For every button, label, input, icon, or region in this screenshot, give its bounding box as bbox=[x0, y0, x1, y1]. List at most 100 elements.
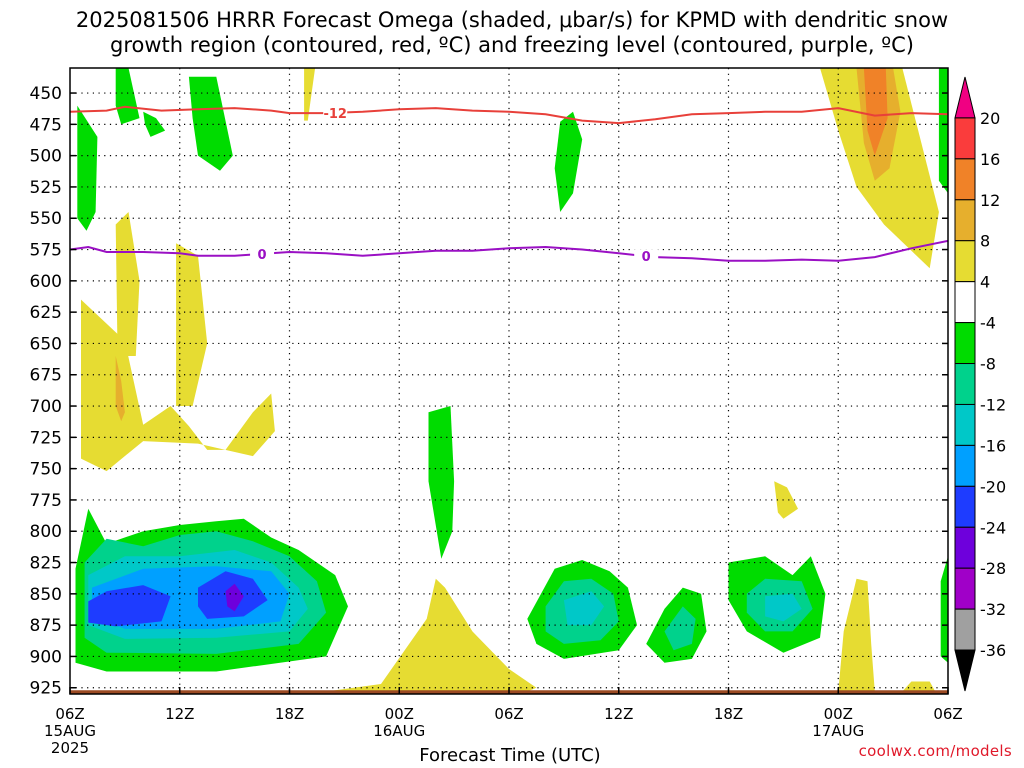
omega-region-22 bbox=[938, 68, 948, 194]
colorbar-label: -16 bbox=[980, 436, 1006, 455]
y-tick-label: 925 bbox=[30, 679, 62, 699]
colorbar-label: -20 bbox=[980, 477, 1006, 496]
colorbar-label: -4 bbox=[980, 314, 996, 333]
x-tick-sublabel: 17AUG bbox=[812, 722, 864, 740]
contour-label-bg bbox=[634, 249, 659, 264]
y-tick-label: 750 bbox=[30, 460, 62, 480]
y-tick-label: 875 bbox=[30, 616, 62, 636]
x-tick-label: 18Z bbox=[275, 705, 304, 723]
omega-region-0 bbox=[81, 299, 275, 472]
colorbar-cell bbox=[954, 117, 976, 160]
watermark-text: coolwx.com/models bbox=[858, 742, 1012, 760]
grid-layer bbox=[70, 68, 948, 694]
colorbar: -36 -32 -28 -24 -20 -16 -12 -8 -4 4 8 12 16 20 bbox=[954, 76, 1006, 692]
omega-region-29 bbox=[563, 591, 605, 626]
chart-title-line-2: growth region (contoured, red, ºC) and f… bbox=[110, 33, 914, 57]
omega-region-12 bbox=[77, 105, 98, 231]
colorbar-label: 20 bbox=[980, 109, 1000, 128]
chart-title-line-1: 2025081506 HRRR Forecast Omega (shaded, … bbox=[75, 8, 949, 32]
colorbar-cell bbox=[954, 485, 976, 528]
y-tick-label: 550 bbox=[30, 209, 62, 229]
omega-region-34 bbox=[225, 583, 244, 612]
omega-shading-layer bbox=[75, 68, 948, 692]
omega-region-16 bbox=[554, 111, 583, 212]
omega-region-13 bbox=[115, 68, 140, 125]
colorbar-label: 8 bbox=[980, 232, 990, 251]
omega-region-26 bbox=[664, 606, 696, 651]
omega-region-23 bbox=[940, 556, 948, 663]
colorbar-cell bbox=[954, 649, 976, 692]
y-tick-label: 525 bbox=[30, 178, 62, 198]
colorbar-cell bbox=[954, 322, 976, 365]
contour-label: -12 bbox=[323, 107, 347, 122]
colorbar-label: -12 bbox=[980, 395, 1006, 414]
omega-region-1 bbox=[115, 212, 140, 356]
colorbar-cell bbox=[954, 240, 976, 283]
contour-freezing bbox=[70, 239, 948, 262]
omega-region-2 bbox=[176, 243, 208, 406]
x-tick-label: 00Z bbox=[385, 705, 414, 723]
omega-region-6 bbox=[774, 481, 798, 519]
colorbar-cell bbox=[954, 567, 976, 610]
y-tick-label: 450 bbox=[30, 84, 62, 104]
y-tick-label: 700 bbox=[30, 397, 62, 417]
colorbar-label: 4 bbox=[980, 273, 990, 292]
colorbar-cell bbox=[954, 444, 976, 487]
colorbar-cell bbox=[954, 403, 976, 446]
y-tick-label: 475 bbox=[30, 115, 62, 135]
omega-region-14 bbox=[143, 111, 166, 137]
x-tick-label: 12Z bbox=[604, 705, 633, 723]
omega-region-8 bbox=[902, 681, 936, 692]
colorbar-cell bbox=[954, 281, 976, 324]
y-tick-label: 800 bbox=[30, 522, 62, 542]
omega-region-30 bbox=[765, 593, 802, 622]
colorbar-label: 12 bbox=[980, 191, 1000, 210]
omega-region-3 bbox=[304, 68, 316, 121]
x-tick-label: 00Z bbox=[824, 705, 853, 723]
x-axis-label: Forecast Time (UTC) bbox=[419, 745, 601, 766]
contour-dgz bbox=[70, 105, 948, 125]
colorbar-label: -32 bbox=[980, 600, 1006, 619]
x-tick-sublabel: 15AUG bbox=[44, 722, 96, 740]
contour-layer: -12 0 0 bbox=[70, 105, 948, 265]
omega-region-32 bbox=[88, 585, 171, 627]
contour-label-bg bbox=[250, 246, 275, 261]
colorbar-label: -36 bbox=[980, 641, 1006, 660]
colorbar-cell bbox=[954, 76, 976, 119]
x-tick-label: 06Z bbox=[494, 705, 523, 723]
y-tick-label: 775 bbox=[30, 491, 62, 511]
contour-label: 0 bbox=[258, 248, 267, 263]
x-tick-label: 18Z bbox=[714, 705, 743, 723]
y-tick-label: 850 bbox=[30, 585, 62, 605]
y-tick-label: 650 bbox=[30, 334, 62, 354]
y-tick-label: 575 bbox=[30, 241, 62, 261]
y-tick-label: 500 bbox=[30, 147, 62, 167]
x-tick-label: 06Z bbox=[55, 705, 84, 723]
colorbar-cell bbox=[954, 526, 976, 569]
colorbar-label: 16 bbox=[980, 150, 1000, 169]
omega-region-17 bbox=[428, 406, 455, 559]
colorbar-cell bbox=[954, 608, 976, 651]
y-tick-label: 900 bbox=[30, 647, 62, 667]
colorbar-cell bbox=[954, 158, 976, 201]
colorbar-label: -24 bbox=[980, 518, 1006, 537]
y-tick-label: 675 bbox=[30, 366, 62, 386]
omega-region-5 bbox=[326, 578, 537, 692]
y-tick-label: 725 bbox=[30, 428, 62, 448]
x-tick-label: 12Z bbox=[165, 705, 194, 723]
colorbar-label: -8 bbox=[980, 355, 996, 374]
x-tick-sublabel: 2025 bbox=[51, 739, 89, 757]
colorbar-cell bbox=[954, 199, 976, 242]
x-tick-label: 06Z bbox=[933, 705, 962, 723]
x-tick-sublabel: 16AUG bbox=[373, 722, 425, 740]
colorbar-cell bbox=[954, 363, 976, 405]
contour-label-bg bbox=[323, 105, 348, 120]
y-tick-label: 600 bbox=[30, 272, 62, 292]
colorbar-label: -28 bbox=[980, 559, 1006, 578]
omega-region-9 bbox=[115, 356, 125, 422]
y-tick-label: 625 bbox=[30, 303, 62, 323]
y-tick-label: 825 bbox=[30, 554, 62, 574]
y-axis-ticks: 450 475 500 525 550 575 600 625 650 675 700 725 750 7… bbox=[30, 84, 948, 699]
